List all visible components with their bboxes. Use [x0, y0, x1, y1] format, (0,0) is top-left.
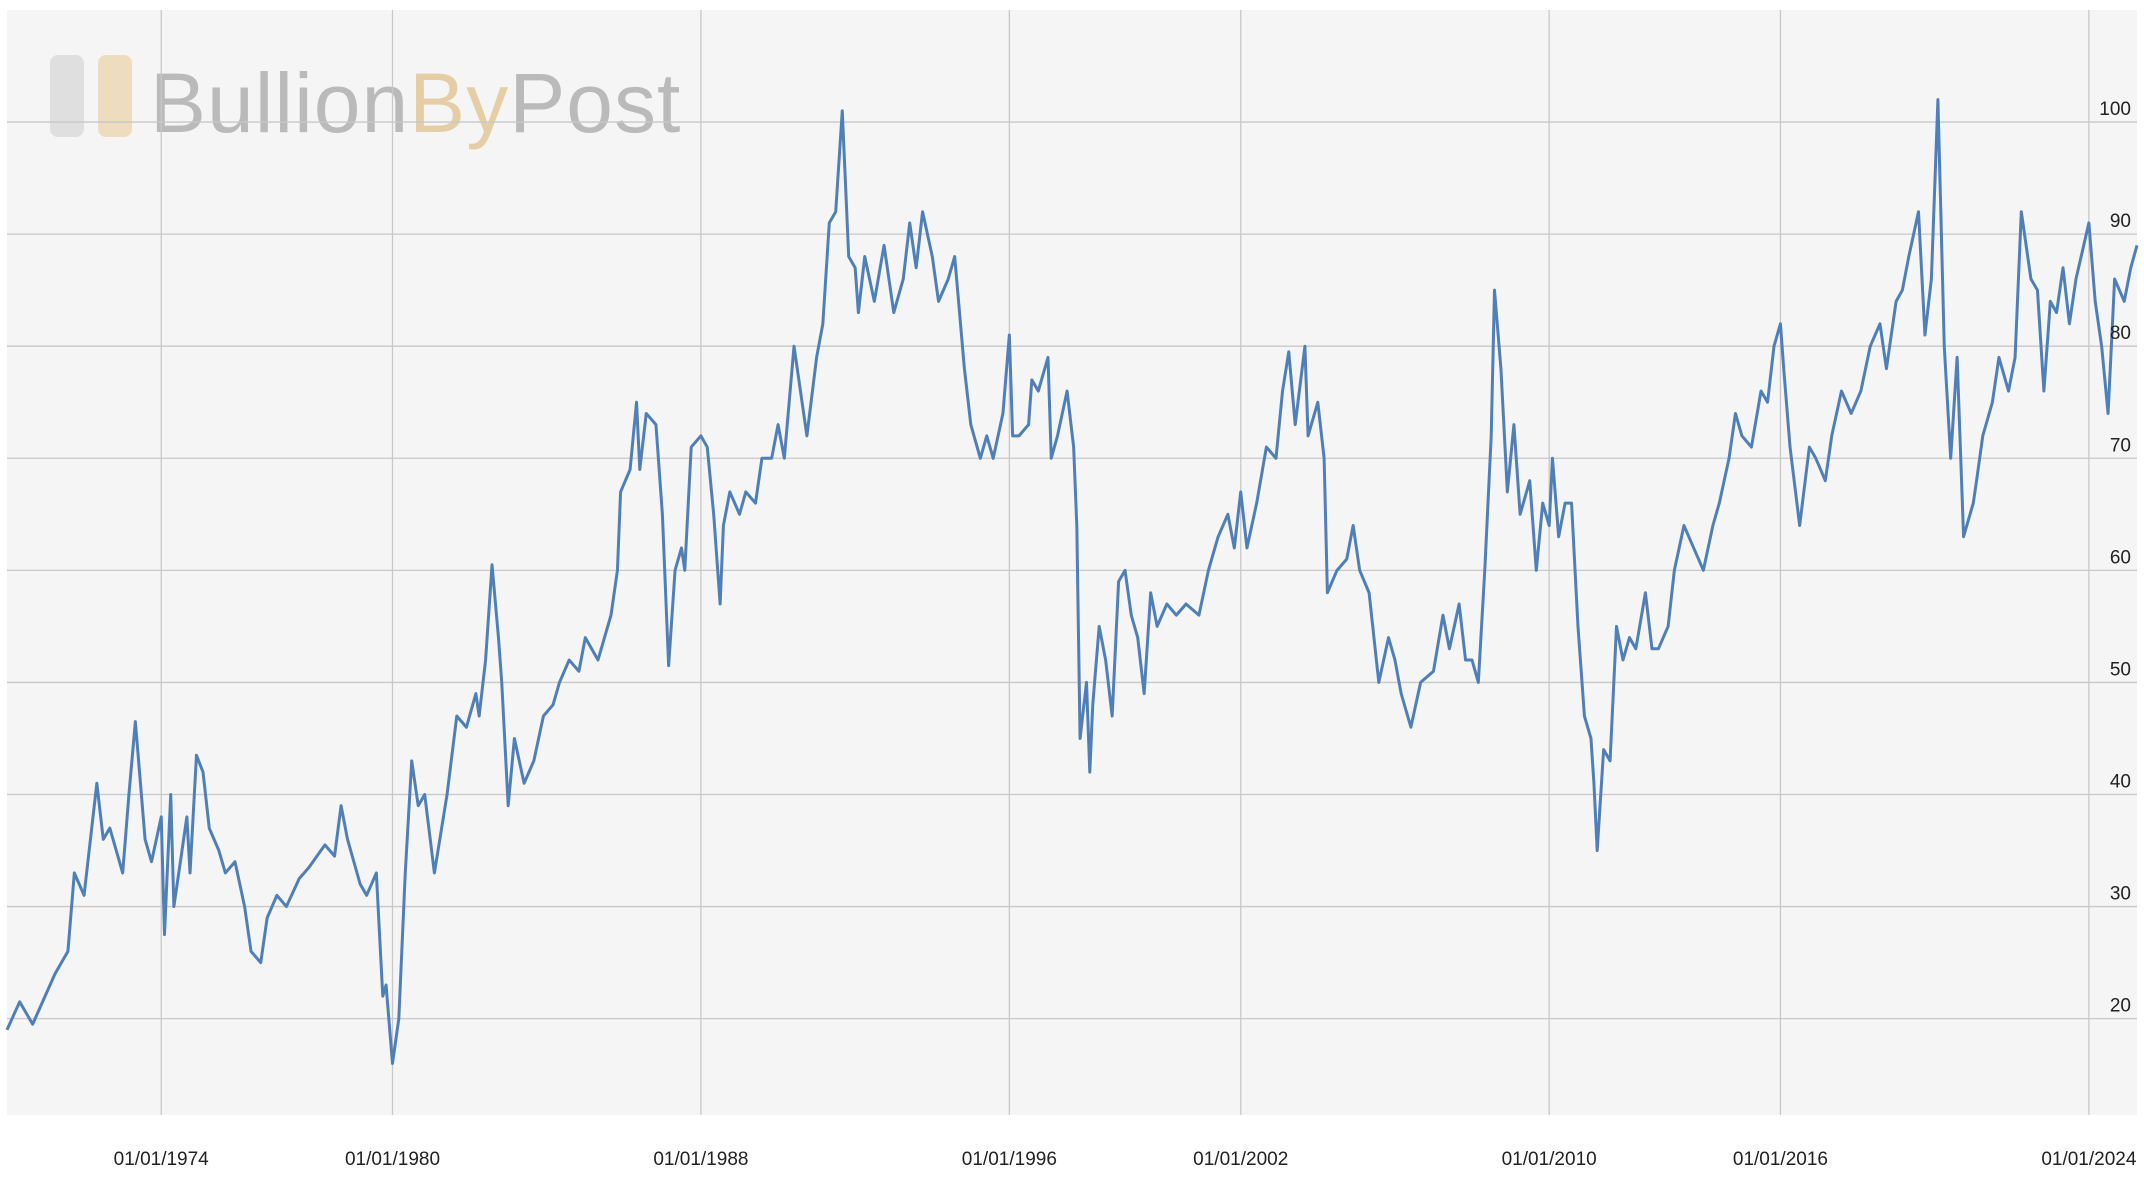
watermark-part: Post [509, 56, 681, 150]
x-tick-label: 01/01/2010 [1502, 1149, 1597, 1170]
watermark: BullionByPost [50, 55, 681, 150]
data-line [5, 98, 2139, 1065]
y-tick-label: 30 [2110, 884, 2131, 905]
watermark-part: Bullion [150, 56, 409, 150]
y-tick-label: 60 [2110, 547, 2131, 568]
marks [5, 98, 2139, 1065]
logo-bar-silver [50, 55, 84, 137]
plot-area [7, 10, 2137, 1115]
y-tick-label: 50 [2110, 659, 2131, 680]
x-tick-label: 01/01/1996 [962, 1149, 1057, 1170]
y-tick-label: 70 [2110, 435, 2131, 456]
x-tick-label: 01/01/2024 [2041, 1149, 2137, 1170]
x-tick-label: 01/01/2016 [1733, 1149, 1828, 1170]
y-tick-label: 100 [2099, 99, 2131, 120]
y-tick-label: 90 [2110, 211, 2131, 232]
watermark-part: By [409, 56, 509, 150]
logo-bar-gold [98, 55, 132, 137]
x-tick-label: 01/01/1988 [653, 1149, 748, 1170]
y-tick-label: 80 [2110, 323, 2131, 344]
labels: 20 30 40 50 60 70 80 90 100 01/01/1974 01/01/1980 0… [114, 99, 2137, 1170]
grid [7, 10, 2137, 1115]
watermark-text: BullionByPost [150, 56, 681, 150]
y-tick-label: 20 [2110, 996, 2131, 1017]
x-tick-label: 01/01/2002 [1193, 1149, 1288, 1170]
x-tick-label: 01/01/1980 [345, 1149, 440, 1170]
x-tick-label: 01/01/1974 [114, 1149, 210, 1170]
y-tick-label: 40 [2110, 771, 2131, 792]
